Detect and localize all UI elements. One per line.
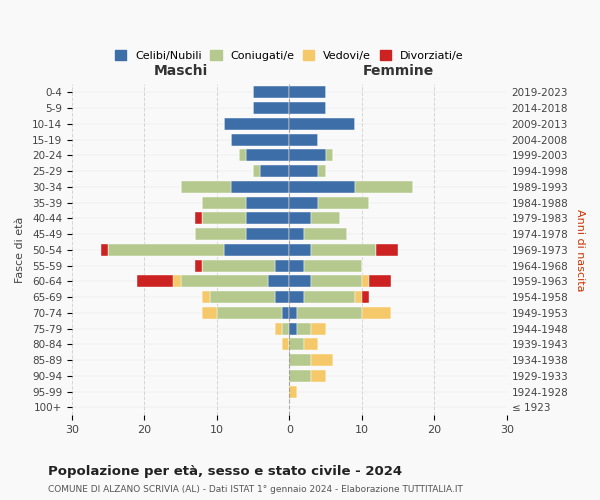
Bar bbox=[268, 276, 289, 287]
Bar bbox=[260, 165, 289, 177]
Bar bbox=[362, 307, 391, 319]
Bar bbox=[232, 134, 289, 145]
Bar bbox=[289, 260, 304, 272]
Bar bbox=[224, 118, 289, 130]
Bar bbox=[362, 276, 369, 287]
Bar bbox=[195, 228, 246, 240]
Bar bbox=[304, 338, 319, 350]
Bar bbox=[195, 212, 202, 224]
Bar bbox=[173, 276, 181, 287]
Bar bbox=[195, 260, 202, 272]
Bar bbox=[289, 370, 311, 382]
Bar bbox=[246, 150, 289, 162]
Bar bbox=[289, 338, 304, 350]
Bar bbox=[253, 102, 289, 114]
Bar bbox=[304, 260, 362, 272]
Bar bbox=[217, 307, 282, 319]
Bar bbox=[232, 181, 289, 193]
Text: COMUNE DI ALZANO SCRIVIA (AL) - Dati ISTAT 1° gennaio 2024 - Elaborazione TUTTIT: COMUNE DI ALZANO SCRIVIA (AL) - Dati IST… bbox=[48, 485, 463, 494]
Bar bbox=[311, 212, 340, 224]
Y-axis label: Anni di nascita: Anni di nascita bbox=[575, 208, 585, 291]
Bar bbox=[355, 181, 413, 193]
Bar bbox=[202, 212, 246, 224]
Bar bbox=[282, 322, 289, 334]
Bar bbox=[355, 291, 362, 303]
Bar bbox=[108, 244, 224, 256]
Bar bbox=[181, 181, 232, 193]
Bar bbox=[137, 276, 173, 287]
Bar bbox=[202, 291, 209, 303]
Bar bbox=[289, 150, 326, 162]
Bar bbox=[289, 244, 311, 256]
Bar bbox=[253, 165, 260, 177]
Bar bbox=[289, 181, 355, 193]
Text: Popolazione per età, sesso e stato civile - 2024: Popolazione per età, sesso e stato civil… bbox=[48, 465, 402, 478]
Bar bbox=[289, 86, 326, 99]
Bar bbox=[101, 244, 108, 256]
Legend: Celibi/Nubili, Coniugati/e, Vedovi/e, Divorziati/e: Celibi/Nubili, Coniugati/e, Vedovi/e, Di… bbox=[112, 47, 467, 64]
Bar bbox=[289, 134, 319, 145]
Bar bbox=[369, 276, 391, 287]
Bar bbox=[376, 244, 398, 256]
Bar bbox=[224, 244, 289, 256]
Bar bbox=[253, 86, 289, 99]
Bar bbox=[319, 196, 369, 208]
Bar bbox=[311, 322, 326, 334]
Bar bbox=[289, 354, 311, 366]
Bar bbox=[289, 291, 304, 303]
Bar bbox=[311, 354, 333, 366]
Bar bbox=[311, 244, 376, 256]
Bar bbox=[289, 276, 311, 287]
Bar bbox=[289, 228, 304, 240]
Bar bbox=[289, 165, 319, 177]
Bar bbox=[181, 276, 268, 287]
Bar bbox=[311, 276, 362, 287]
Bar bbox=[282, 338, 289, 350]
Bar bbox=[289, 212, 311, 224]
Bar bbox=[289, 118, 355, 130]
Bar bbox=[275, 291, 289, 303]
Bar bbox=[304, 228, 347, 240]
Bar bbox=[289, 307, 296, 319]
Bar bbox=[289, 196, 319, 208]
Bar bbox=[246, 212, 289, 224]
Bar bbox=[275, 322, 282, 334]
Text: Maschi: Maschi bbox=[154, 64, 208, 78]
Bar bbox=[362, 291, 369, 303]
Bar bbox=[289, 102, 326, 114]
Bar bbox=[311, 370, 326, 382]
Bar bbox=[246, 228, 289, 240]
Bar bbox=[319, 165, 326, 177]
Text: Femmine: Femmine bbox=[362, 64, 434, 78]
Bar bbox=[289, 322, 296, 334]
Bar bbox=[246, 196, 289, 208]
Bar bbox=[209, 291, 275, 303]
Bar bbox=[202, 196, 246, 208]
Bar bbox=[296, 307, 362, 319]
Y-axis label: Fasce di età: Fasce di età bbox=[15, 216, 25, 283]
Bar bbox=[202, 307, 217, 319]
Bar bbox=[239, 150, 246, 162]
Bar bbox=[304, 291, 355, 303]
Bar bbox=[326, 150, 333, 162]
Bar bbox=[275, 260, 289, 272]
Bar bbox=[202, 260, 275, 272]
Bar bbox=[296, 322, 311, 334]
Bar bbox=[289, 386, 296, 398]
Bar bbox=[282, 307, 289, 319]
